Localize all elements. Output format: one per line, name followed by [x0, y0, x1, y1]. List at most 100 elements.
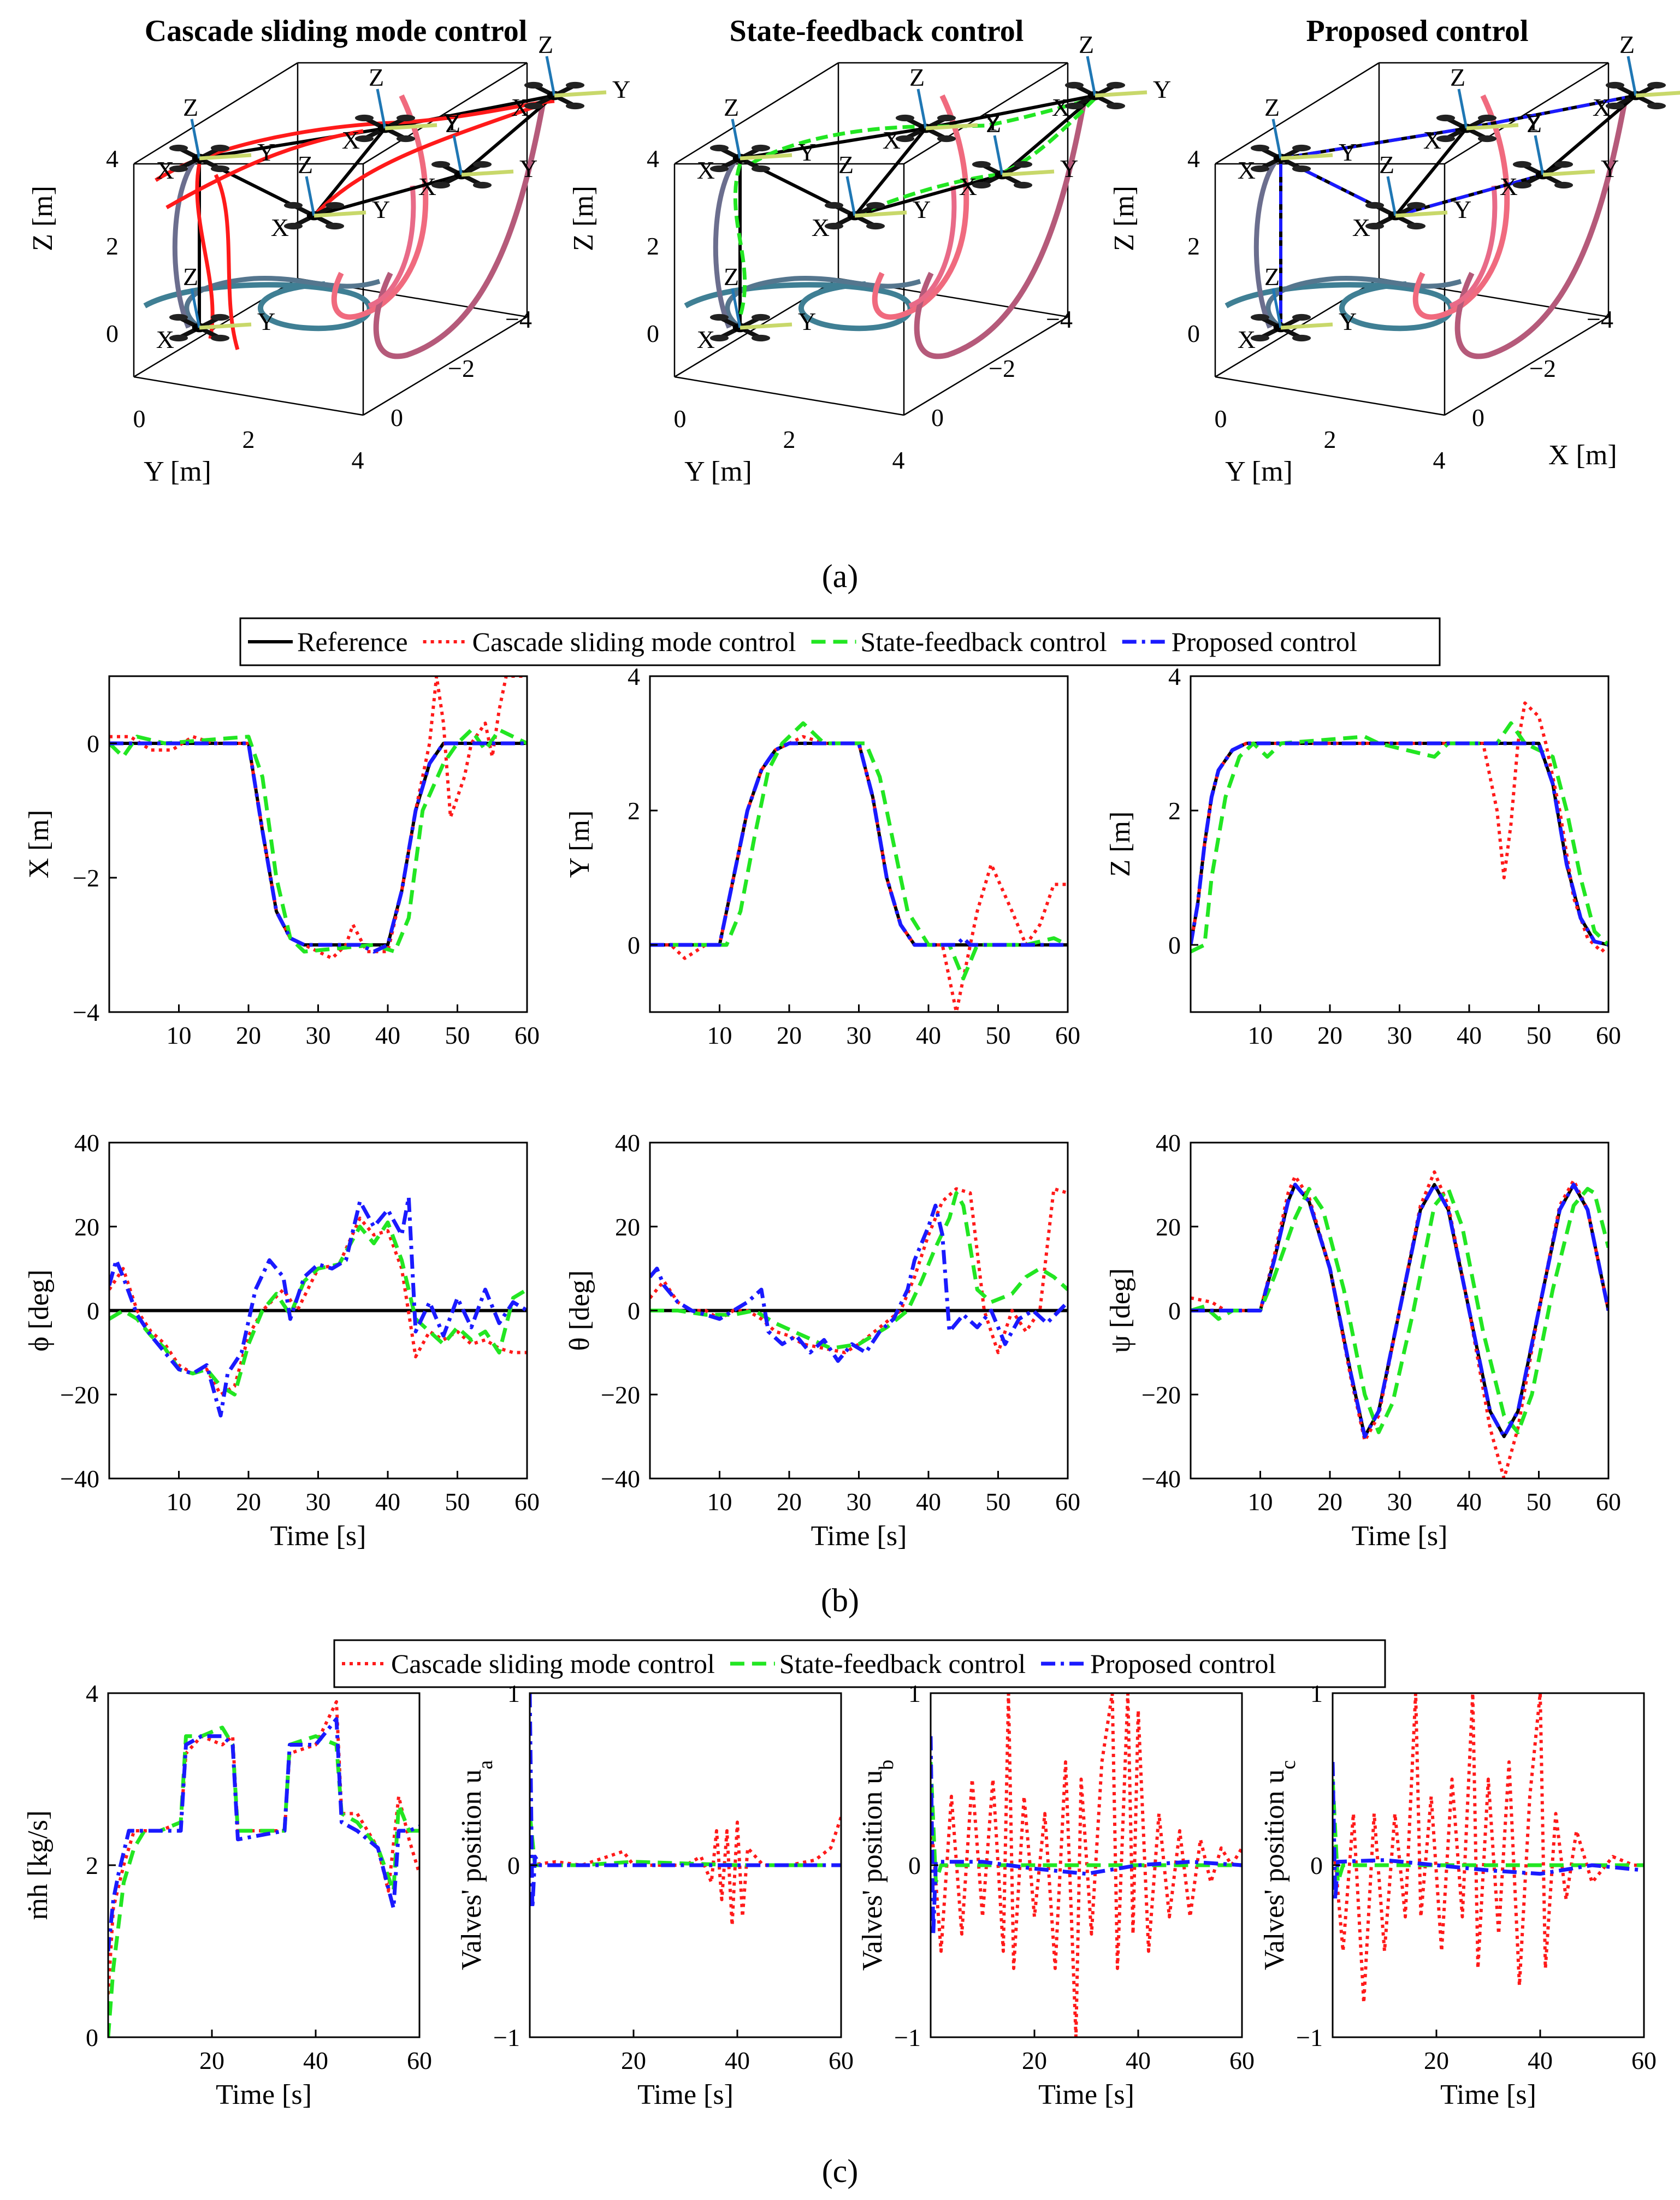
- trajectory-ground-loop-2: [1265, 276, 1462, 330]
- quadrotor-glyph: ZYX: [511, 31, 630, 121]
- series-z-proposed-control: [1191, 741, 1608, 947]
- xtick-label: 40: [1528, 2047, 1553, 2074]
- body-x-label: X: [1593, 93, 1611, 121]
- xtick-label: 10: [167, 1021, 192, 1049]
- quadrotor-rotor: [431, 161, 451, 168]
- xtick-label: −4: [505, 305, 532, 333]
- body-z-label: Z: [1264, 263, 1280, 291]
- ytick-label: −20: [60, 1381, 99, 1409]
- chart-ub: 20 40 60 −1 0 1 Time [s] Valves' position ub: [857, 1679, 1255, 2110]
- body-z-axis: [1386, 176, 1397, 216]
- quadrotor-rotor: [354, 135, 374, 143]
- body-x-label: X: [697, 156, 715, 184]
- quadrotor-rotor: [1365, 222, 1385, 230]
- trajectory-pink-descent-2: [1454, 100, 1628, 359]
- quadrotor-rotor: [1477, 135, 1497, 143]
- series-ua-state-feedback-control: [530, 1813, 841, 1867]
- quadrotor-glyph: ZYX: [1500, 110, 1619, 200]
- ytick-label: 20: [615, 1213, 640, 1241]
- quadrotor-rotor: [354, 114, 374, 122]
- body-z-label: Z: [183, 93, 198, 121]
- legend-label-proposed-control: Proposed control: [1172, 626, 1357, 657]
- axes-frame-z: [1190, 675, 1610, 1013]
- chart-ua: 20 40 60 −1 0 1 Time [s] Valves' position ua: [456, 1679, 854, 2110]
- body-y-axis: [1542, 169, 1595, 177]
- quadrotor-glyph: ZYX: [697, 263, 816, 353]
- legend-label-cascade-sliding-mode-control: Cascade sliding mode control: [472, 626, 796, 657]
- quadrotor-rotor: [866, 222, 885, 230]
- trajectory-pink-descent: [872, 94, 969, 320]
- body-y-axis: [854, 210, 907, 218]
- quadrotor-rotor: [1406, 202, 1426, 209]
- body-z-axis: [1457, 88, 1468, 129]
- legend-box: [333, 1639, 1386, 1688]
- ytick-label: 1: [908, 1679, 921, 1707]
- xlabel-phi: Time [s]: [270, 1521, 366, 1552]
- series-x-proposed-control: [109, 741, 527, 954]
- panel-a-view-1: Cascade sliding mode control 0 2 4 Z [m] 0 2 4 Y…: [27, 14, 630, 487]
- ytick-label: 1: [507, 1679, 520, 1707]
- ylabel-uc: Valves' position uc: [1259, 1760, 1300, 1970]
- trajectory-pink-descent: [331, 94, 429, 320]
- ztick-label: 4: [647, 145, 659, 173]
- body-z-axis: [1086, 56, 1097, 96]
- series-ub-proposed-control: [931, 1736, 1242, 1936]
- xtick-label: 60: [1055, 1021, 1080, 1049]
- xtick-label: 60: [514, 1021, 540, 1049]
- ytick-label: 2: [1168, 797, 1181, 825]
- series-phi-cascade-sliding-mode-control: [109, 1216, 527, 1397]
- ytick-label: 0: [133, 405, 146, 433]
- ytick-label: 4: [352, 446, 364, 474]
- xtick-label: 20: [777, 1021, 802, 1049]
- xtick-label: 40: [916, 1488, 941, 1516]
- ytick-label: 0: [1215, 405, 1227, 433]
- quadrotor-glyph: ZYX: [1238, 93, 1357, 184]
- body-y-label: Y: [1060, 155, 1078, 182]
- quadrotor-glyph: ZYX: [1052, 31, 1171, 121]
- quadrotor-rotor: [396, 114, 416, 122]
- box3d-edge: [1444, 62, 1609, 165]
- trajectory-climb: [1253, 153, 1283, 329]
- ytick-label: −40: [1141, 1465, 1181, 1493]
- legend-label-cascade-sliding-mode-control: Cascade sliding mode control: [391, 1648, 715, 1679]
- quadrotor-rotor: [1250, 314, 1270, 321]
- quadrotor-rotor: [169, 165, 188, 173]
- quadrotor-rotor: [937, 114, 956, 122]
- quadrotor-rotor: [1292, 165, 1311, 173]
- quadrotor-rotor: [895, 135, 915, 143]
- xtick-label: 20: [236, 1021, 261, 1049]
- ytick-label: 4: [86, 1679, 98, 1707]
- body-y-label: Y: [519, 155, 537, 182]
- ylabel-psi: ψ [deg]: [1105, 1268, 1136, 1353]
- ylabel-phi: ϕ [deg]: [23, 1269, 55, 1351]
- body-z-label: Z: [838, 151, 854, 179]
- trajectory-pink-descent-2: [914, 100, 1087, 359]
- quadrotor-rotor: [895, 114, 915, 122]
- xtick-label: 20: [1317, 1488, 1342, 1516]
- chart-psi: 10 20 30 40 50 60 −40 −20 0 20 40 Time [s] ψ [deg]: [1105, 1129, 1621, 1552]
- series-uc-proposed-control: [1333, 1761, 1644, 1902]
- body-z-axis: [305, 176, 316, 216]
- ztick-label: 4: [1187, 145, 1200, 173]
- body-z-label: Z: [909, 63, 925, 91]
- ytick-label: 0: [1168, 931, 1181, 959]
- body-y-axis: [313, 210, 366, 218]
- body-x-label: X: [959, 173, 977, 200]
- xtick-label: 40: [916, 1021, 941, 1049]
- sublabel-b: (b): [821, 1582, 859, 1618]
- xtick-label: 60: [407, 2047, 432, 2074]
- body-y-label: Y: [798, 138, 816, 166]
- body-y-label: Y: [612, 75, 630, 103]
- box3d-edge: [674, 376, 904, 416]
- xtick-label: −2: [989, 354, 1015, 382]
- zlabel-view-3: Z [m]: [1109, 186, 1140, 251]
- ytick-label: −20: [601, 1381, 640, 1409]
- ytick-label: 4: [1168, 663, 1181, 690]
- ylabel-subscript: c: [1277, 1760, 1300, 1770]
- quadrotor-glyph: ZYX: [1593, 31, 1680, 121]
- quadrotor-glyph: ZYX: [342, 63, 461, 154]
- body-y-label: Y: [1524, 108, 1542, 136]
- body-y-axis: [925, 123, 978, 131]
- xlabel-ua: Time [s]: [637, 2079, 733, 2110]
- quadrotor-rotor: [1013, 161, 1033, 168]
